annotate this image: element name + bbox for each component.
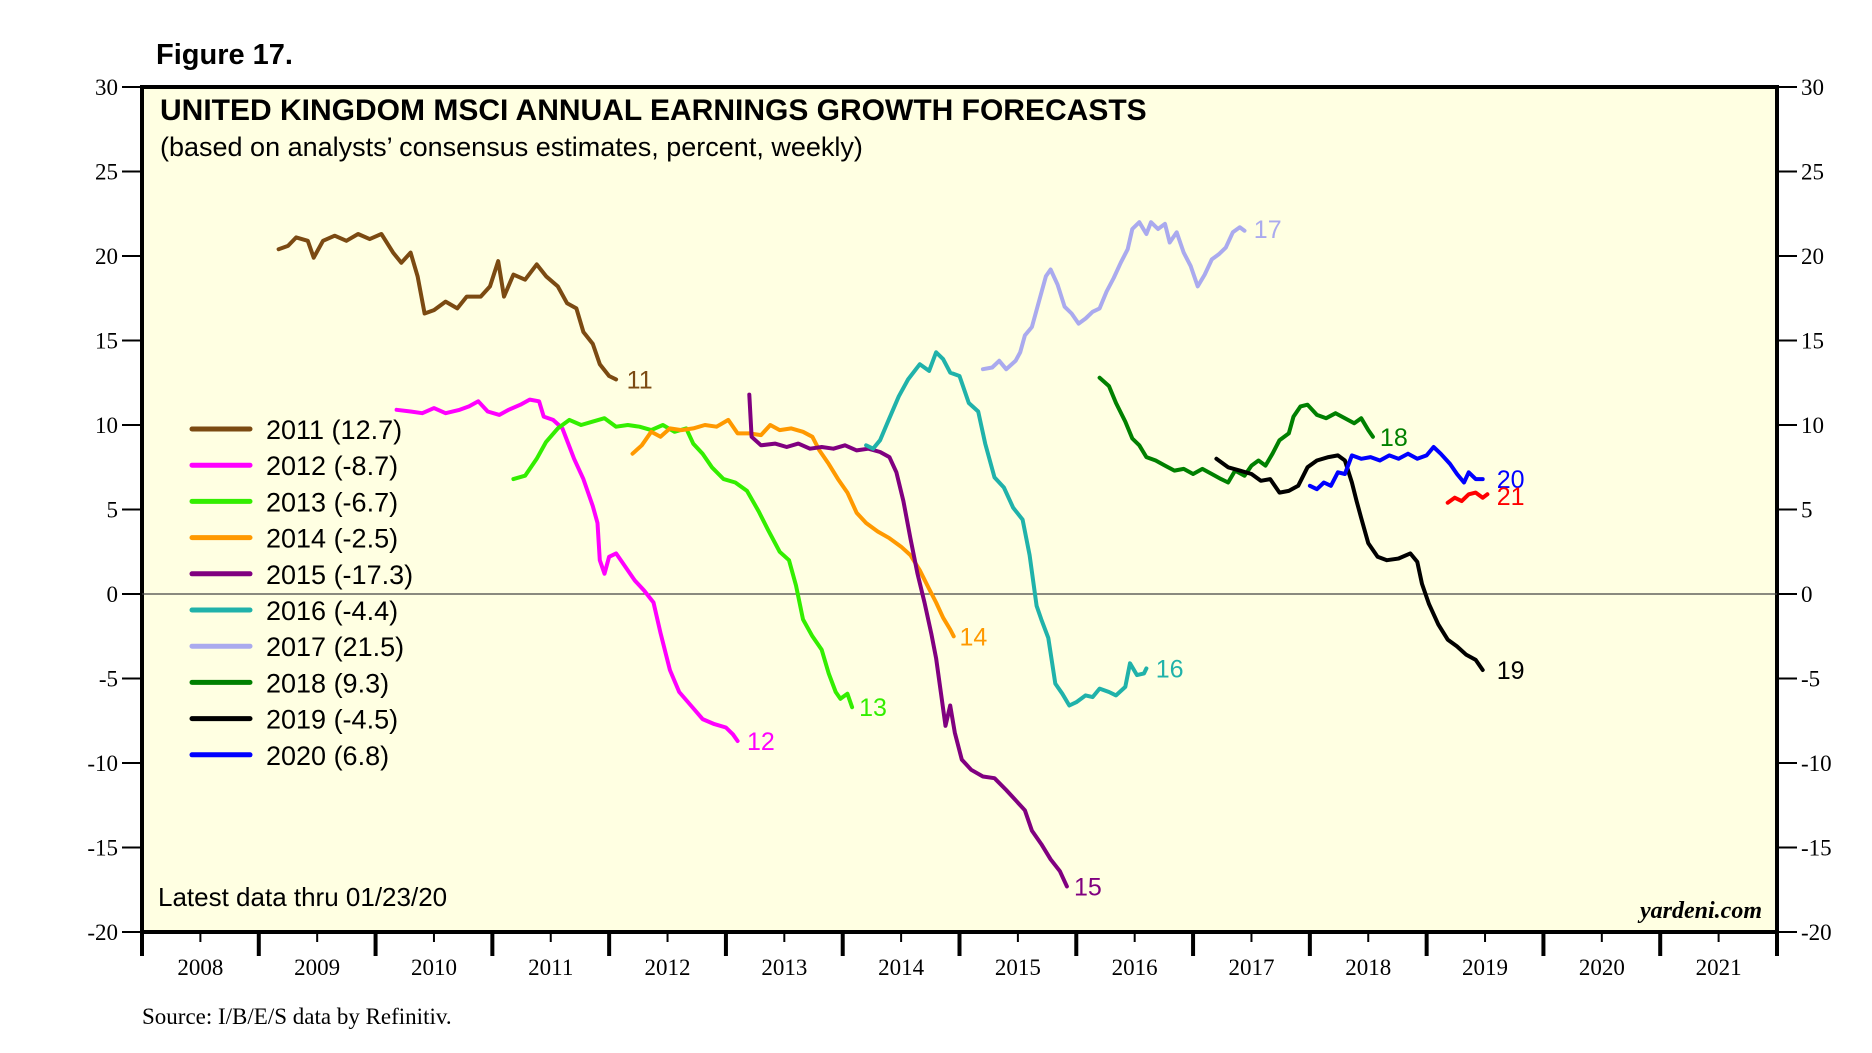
series-end-label-11: 11 bbox=[627, 366, 653, 394]
series-end-label-15: 15 bbox=[1074, 873, 1102, 901]
x-tick-label: 2012 bbox=[645, 955, 691, 980]
figure-label: Figure 17. bbox=[156, 39, 293, 71]
y-tick-label-right: 0 bbox=[1801, 582, 1813, 607]
latest-data-note: Latest data thru 01/23/20 bbox=[158, 882, 447, 912]
y-tick-label-left: 30 bbox=[95, 75, 118, 100]
series-end-label-16: 16 bbox=[1156, 655, 1184, 683]
series-end-label-17: 17 bbox=[1254, 216, 1282, 244]
y-tick-label-left: -20 bbox=[87, 920, 118, 945]
series-end-label-12: 12 bbox=[747, 728, 775, 756]
y-tick-label-right: 30 bbox=[1801, 75, 1824, 100]
y-tick-label-right: 25 bbox=[1801, 160, 1824, 185]
legend-label: 2016 (-4.4) bbox=[266, 596, 398, 626]
series-end-label-21: 21 bbox=[1497, 483, 1525, 511]
x-tick-label: 2021 bbox=[1696, 955, 1742, 980]
y-tick-label-left: 5 bbox=[107, 498, 119, 523]
chart-subtitle: (based on analysts’ consensus estimates,… bbox=[160, 132, 863, 162]
y-tick-label-right: -5 bbox=[1801, 667, 1820, 692]
watermark: yardeni.com bbox=[1637, 898, 1762, 924]
x-tick-label: 2011 bbox=[528, 955, 573, 980]
x-tick-label: 2020 bbox=[1579, 955, 1625, 980]
x-tick-label: 2013 bbox=[761, 955, 807, 980]
y-tick-label-left: -15 bbox=[87, 836, 118, 861]
y-tick-label-right: 5 bbox=[1801, 498, 1813, 523]
legend-label: 2017 (21.5) bbox=[266, 632, 404, 662]
y-tick-label-left: 0 bbox=[107, 582, 119, 607]
y-tick-label-left: -10 bbox=[87, 751, 118, 776]
x-tick-label: 2016 bbox=[1112, 955, 1158, 980]
x-tick-label: 2014 bbox=[878, 955, 925, 980]
legend-label: 2019 (-4.5) bbox=[266, 705, 398, 735]
x-tick-label: 2009 bbox=[294, 955, 340, 980]
x-axis: 2008 2009 2010 2011 2012 2013 2014 2015 2016 2017… bbox=[140, 932, 1779, 980]
legend-label: 2015 (-17.3) bbox=[266, 560, 413, 590]
chart-title: UNITED KINGDOM MSCI ANNUAL EARNINGS GROW… bbox=[160, 94, 1147, 127]
y-tick-label-right: -10 bbox=[1801, 751, 1832, 776]
y-tick-label-right: 10 bbox=[1801, 413, 1824, 438]
series-line-21 bbox=[1445, 490, 1490, 505]
series-line-19 bbox=[1214, 453, 1485, 672]
series-line-12 bbox=[394, 397, 740, 743]
series-line-11 bbox=[276, 232, 619, 382]
x-tick-label: 2019 bbox=[1462, 955, 1508, 980]
y-axis-right: 30 25 20 15 10 5 0 -5 -10 -15 -20 bbox=[1777, 75, 1832, 945]
series-end-label-18: 18 bbox=[1380, 424, 1408, 452]
y-tick-label-left: 20 bbox=[95, 244, 118, 269]
y-tick-label-right: -20 bbox=[1801, 920, 1832, 945]
series-line-13 bbox=[511, 416, 855, 710]
series-line-15 bbox=[747, 392, 1069, 889]
legend-label: 2012 (-8.7) bbox=[266, 451, 398, 481]
legend: 2011 (12.7) 2012 (-8.7) 2013 (-6.7) 2014 (-… bbox=[189, 415, 413, 771]
y-tick-label-right: 20 bbox=[1801, 244, 1824, 269]
y-tick-label-right: -15 bbox=[1801, 836, 1832, 861]
x-tick-label: 2018 bbox=[1345, 955, 1391, 980]
legend-label: 2011 (12.7) bbox=[266, 415, 402, 445]
series-end-label-19: 19 bbox=[1497, 657, 1525, 685]
series-lines bbox=[276, 220, 1490, 889]
series-end-label-13: 13 bbox=[859, 694, 887, 722]
y-tick-label-left: 25 bbox=[95, 160, 118, 185]
y-tick-label-left: 15 bbox=[95, 329, 118, 354]
source-note: Source: I/B/E/S data by Refinitiv. bbox=[142, 1004, 452, 1029]
series-line-17 bbox=[980, 220, 1247, 372]
y-tick-label-right: 15 bbox=[1801, 329, 1824, 354]
legend-label: 2020 (6.8) bbox=[266, 741, 389, 771]
x-tick-label: 2017 bbox=[1228, 955, 1274, 980]
legend-label: 2018 (9.3) bbox=[266, 668, 389, 698]
legend-label: 2013 (-6.7) bbox=[266, 487, 398, 517]
series-line-20 bbox=[1307, 445, 1485, 492]
x-tick-label: 2015 bbox=[995, 955, 1041, 980]
series-end-label-14: 14 bbox=[960, 623, 988, 651]
y-tick-label-left: 10 bbox=[95, 413, 118, 438]
plot-background bbox=[142, 87, 1777, 932]
series-end-label-20: 20 bbox=[1497, 466, 1525, 494]
legend-label: 2014 (-2.5) bbox=[266, 524, 398, 554]
series-line-16 bbox=[864, 350, 1149, 708]
x-tick-label: 2010 bbox=[411, 955, 457, 980]
series-line-18 bbox=[1097, 375, 1375, 485]
y-tick-label-left: -5 bbox=[99, 667, 118, 692]
series-end-labels: 11 12 13 14 15 16 17 18 19 2021 bbox=[627, 216, 1525, 901]
x-tick-label: 2008 bbox=[177, 955, 223, 980]
y-axis-left: 30 25 20 15 10 5 0 -5 -10 -15 -20 bbox=[87, 75, 142, 945]
